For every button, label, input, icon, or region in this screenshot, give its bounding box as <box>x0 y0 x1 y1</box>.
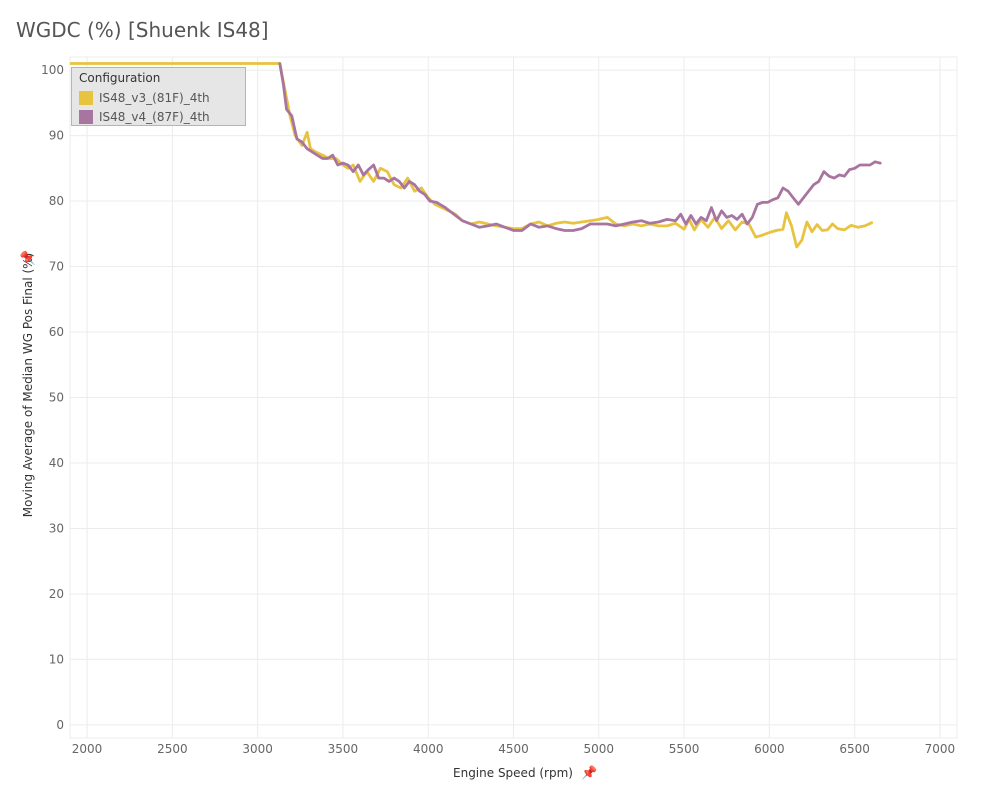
x-tick-label: 2000 <box>72 742 103 756</box>
y-tick-label: 20 <box>49 587 64 601</box>
y-tick-label: 40 <box>49 456 64 470</box>
y-tick-label: 70 <box>49 260 64 274</box>
x-tick-label: 5500 <box>669 742 700 756</box>
y-tick-label: 50 <box>49 391 64 405</box>
grid-lines <box>69 56 958 739</box>
x-tick-label: 4500 <box>498 742 529 756</box>
y-tick-label: 30 <box>49 521 64 535</box>
axis-ticks: 0 10 20 30 40 50 60 70 80 90 100 2000 2500 3000 3500 40… <box>41 63 955 756</box>
y-tick-label: 10 <box>49 652 64 666</box>
x-axis-pin-icon[interactable]: 📌 <box>581 764 597 781</box>
y-tick-label: 100 <box>41 63 64 77</box>
y-tick-label: 80 <box>49 194 64 208</box>
y-tick-label: 0 <box>56 718 64 732</box>
x-axis-title: Engine Speed (rpm) <box>453 766 573 780</box>
y-tick-label: 60 <box>49 325 64 339</box>
legend-item-v4[interactable]: IS48_v4_(87F)_4th <box>79 107 238 126</box>
x-tick-label: 4000 <box>413 742 444 756</box>
x-tick-label: 3500 <box>328 742 359 756</box>
legend-item-v3[interactable]: IS48_v3_(81F)_4th <box>79 88 238 107</box>
chart-title: WGDC (%) [Shuenk IS48] <box>16 18 269 42</box>
x-tick-label: 5000 <box>584 742 615 756</box>
x-tick-label: 2500 <box>157 742 188 756</box>
legend-title: Configuration <box>79 71 161 85</box>
legend-swatch-v4 <box>79 109 93 124</box>
series-line-v3[interactable] <box>70 62 874 249</box>
legend-label-v4: IS48_v4_(87F)_4th <box>99 109 210 124</box>
legend-swatch-v3 <box>79 90 93 105</box>
x-tick-label: 6500 <box>839 742 870 756</box>
series-line-v4[interactable] <box>278 62 882 232</box>
y-tick-label: 90 <box>49 129 64 143</box>
legend-label-v3: IS48_v3_(81F)_4th <box>99 90 210 105</box>
y-axis-pin-icon[interactable]: 📌 <box>19 250 36 266</box>
x-tick-label: 3000 <box>242 742 273 756</box>
x-tick-label: 6000 <box>754 742 785 756</box>
series-lines <box>70 62 882 249</box>
y-axis-title: Moving Average of Median WG Pos Final (%… <box>21 253 35 518</box>
x-tick-label: 7000 <box>925 742 956 756</box>
legend: Configuration IS48_v3_(81F)_4th IS48_v4_… <box>71 67 246 126</box>
